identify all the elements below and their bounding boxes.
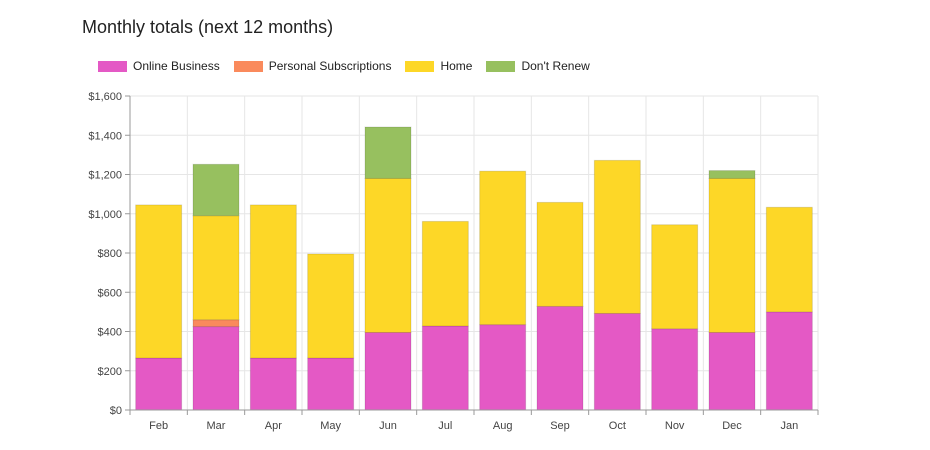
bar-segment-personal-subscriptions [192, 319, 240, 328]
chart-title: Monthly totals (next 12 months) [82, 17, 334, 37]
x-tick-label: Apr [265, 420, 282, 432]
legend-item-personal-subscriptions[interactable]: Personal Subscriptions [233, 59, 392, 73]
y-tick-label: $400 [98, 327, 122, 339]
legend-item-home[interactable]: Home [405, 59, 472, 73]
legend-item-online-business[interactable]: Online Business [98, 59, 220, 73]
x-tick-label: Jun [379, 420, 397, 432]
bar-segment-home [364, 177, 412, 333]
y-tick-label: $600 [98, 287, 122, 299]
x-tick-label: Mar [207, 420, 226, 432]
legend-label: Online Business [133, 59, 220, 73]
y-tick-label: $200 [98, 366, 122, 378]
legend-swatch [98, 60, 127, 72]
bar-segment-home [135, 204, 183, 359]
legend-label: Personal Subscriptions [268, 59, 392, 73]
bar-segment-online-business [536, 305, 584, 411]
x-tick-label: Dec [722, 420, 742, 432]
bar-segment-don-t-renew [192, 163, 240, 217]
x-tick-label: May [320, 420, 341, 432]
bar-segment-online-business [593, 312, 641, 411]
legend-label: Don't Renew [521, 59, 590, 73]
bar-segment-home [593, 159, 641, 314]
bar-segment-online-business [479, 324, 527, 411]
x-tick-label: Aug [493, 420, 513, 432]
y-tick-label: $0 [110, 405, 122, 417]
chart-legend: Online Business Personal Subscriptions H… [98, 57, 590, 75]
y-tick-label: $1,600 [88, 91, 122, 103]
bar-segment-online-business [249, 357, 297, 411]
bar-segment-online-business [364, 331, 412, 411]
legend-label: Home [440, 59, 473, 73]
x-tick-label: Oct [609, 420, 626, 432]
bar-segment-don-t-renew [708, 170, 756, 179]
bar-segment-home [708, 177, 756, 333]
y-tick-label: $1,400 [88, 130, 122, 142]
bar-segment-home [421, 220, 469, 327]
bar-segment-online-business [421, 325, 469, 411]
bar-segment-home [536, 201, 584, 307]
bar-segment-online-business [135, 357, 183, 411]
y-tick-label: $1,000 [88, 209, 122, 221]
bar-segment-online-business [765, 311, 813, 411]
legend-swatch [233, 60, 263, 72]
bar-segment-home [192, 215, 240, 321]
bar-segment-online-business [307, 357, 355, 411]
x-tick-label: Jul [438, 420, 452, 432]
bar-segment-don-t-renew [364, 126, 412, 179]
bar-segment-online-business [192, 326, 240, 411]
y-tick-label: $800 [98, 248, 122, 260]
x-tick-label: Nov [665, 420, 685, 432]
bar-segment-online-business [708, 331, 756, 411]
bar-segment-home [651, 224, 699, 330]
legend-item-dont-renew[interactable]: Don't Renew [486, 59, 590, 73]
x-tick-label: Jan [780, 420, 798, 432]
x-tick-label: Sep [550, 420, 570, 432]
x-tick-label: Feb [149, 420, 168, 432]
y-tick-label: $1,200 [88, 170, 122, 182]
bar-segment-home [249, 204, 297, 359]
bar-segment-home [307, 253, 355, 359]
legend-swatch [486, 60, 516, 72]
bar-segment-online-business [651, 328, 699, 411]
legend-swatch [405, 60, 435, 72]
bar-segment-home [479, 170, 527, 326]
bar-segment-home [765, 206, 813, 313]
